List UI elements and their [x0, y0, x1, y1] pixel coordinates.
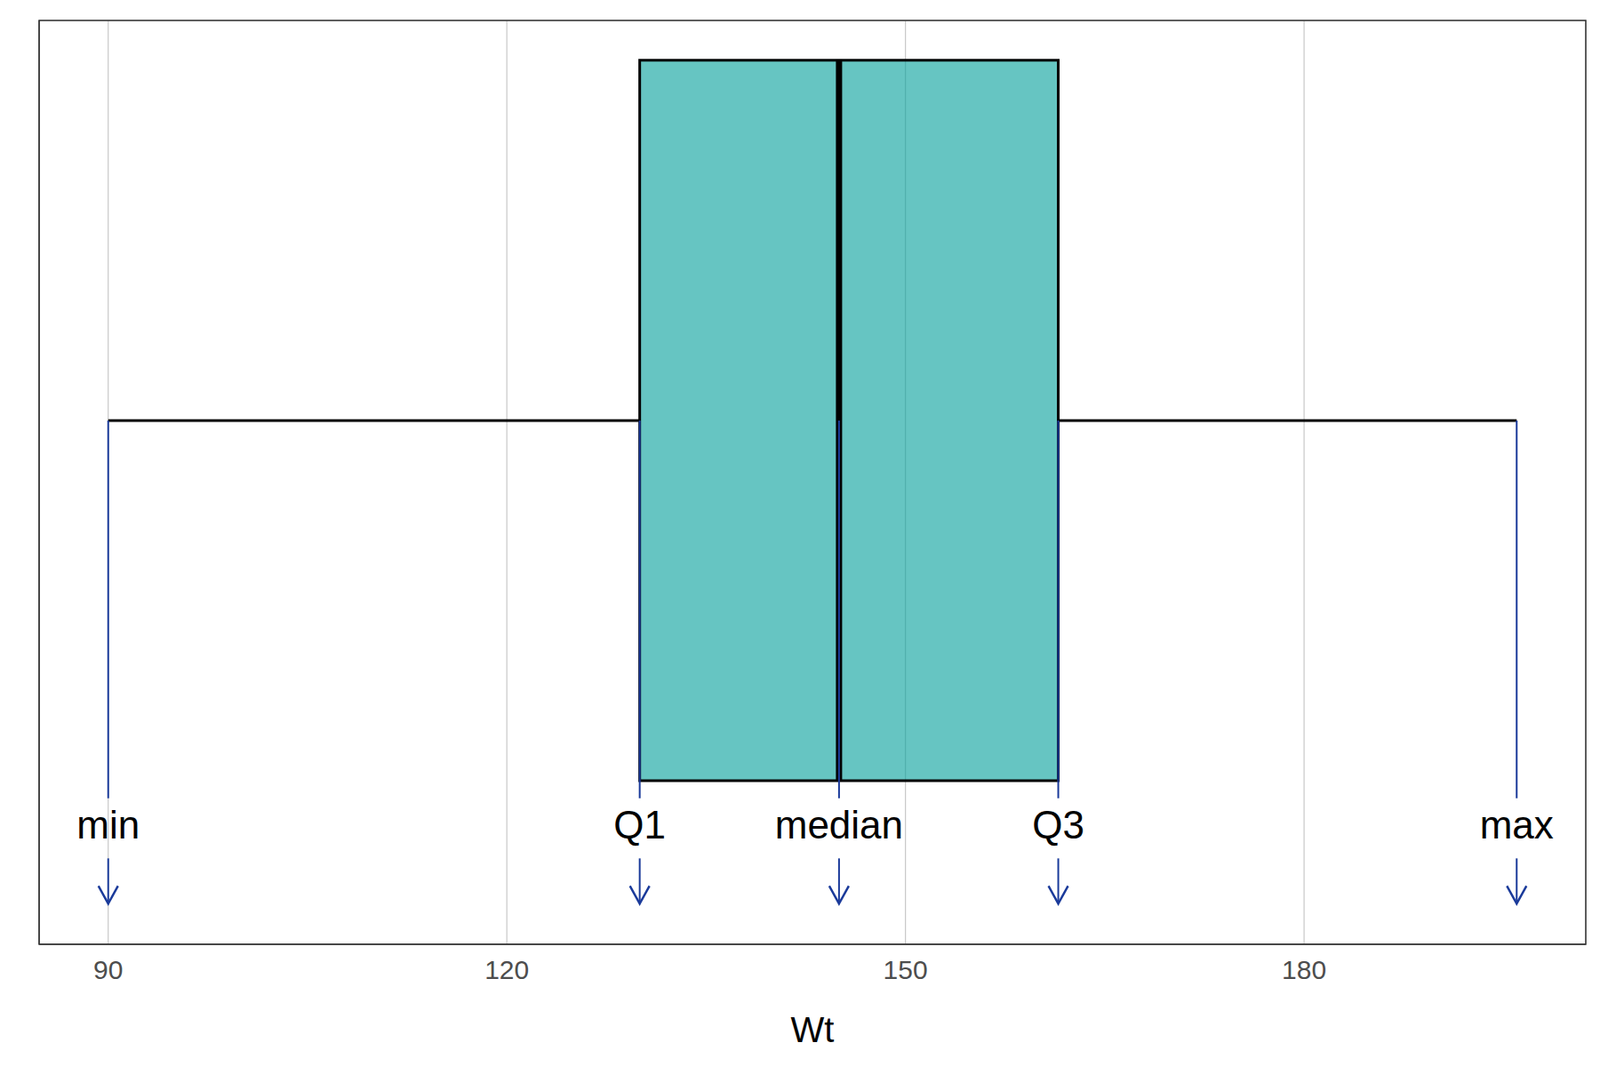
svg-text:min: min — [76, 802, 140, 847]
svg-text:120: 120 — [484, 954, 529, 984]
svg-text:150: 150 — [883, 954, 928, 984]
svg-text:max: max — [1480, 802, 1554, 847]
svg-text:median: median — [775, 802, 904, 847]
svg-text:90: 90 — [93, 954, 123, 984]
svg-text:Wt: Wt — [791, 1009, 835, 1049]
svg-text:180: 180 — [1281, 954, 1327, 984]
svg-text:Q1: Q1 — [613, 802, 666, 847]
svg-text:Q3: Q3 — [1032, 802, 1085, 847]
